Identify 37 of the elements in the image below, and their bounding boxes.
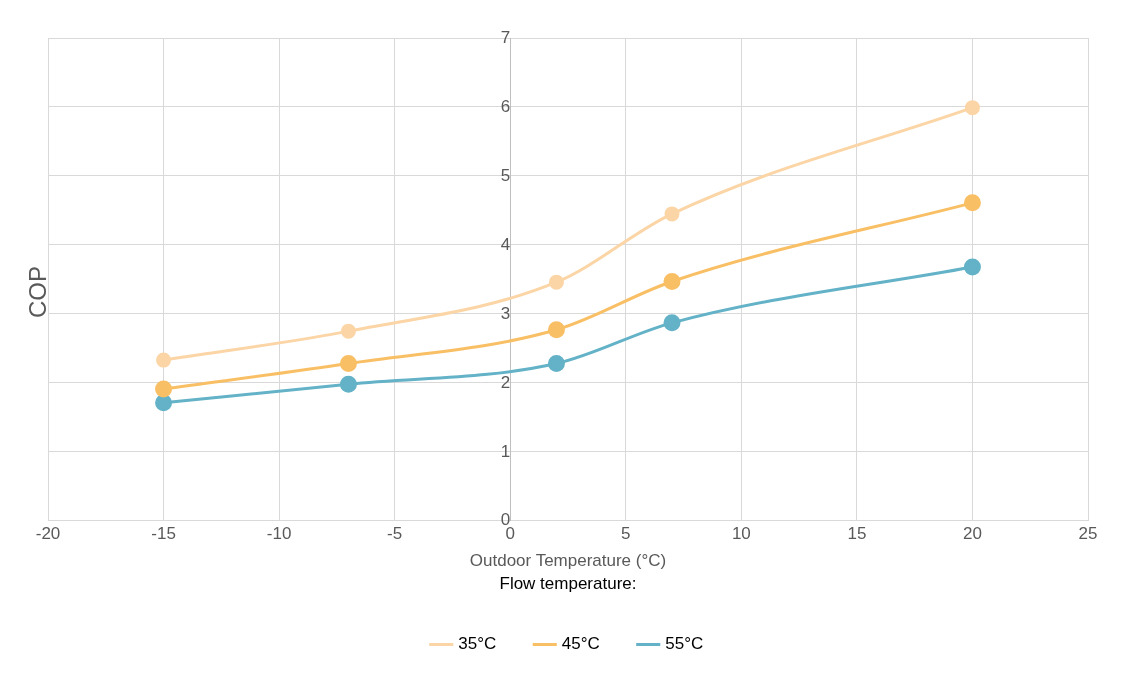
x-tick-label: 25 bbox=[1078, 523, 1098, 543]
legend-label: 35°C bbox=[458, 634, 497, 654]
legend-title: Flow temperature: bbox=[499, 573, 637, 593]
point bbox=[663, 314, 681, 332]
x-tick-label: 20 bbox=[962, 523, 982, 543]
point bbox=[664, 206, 680, 222]
point bbox=[548, 274, 564, 290]
legend-label: 45°C bbox=[561, 634, 600, 654]
x-tick-label: -5 bbox=[387, 523, 403, 543]
point bbox=[340, 323, 356, 339]
x-tick-label: -20 bbox=[35, 523, 61, 543]
point bbox=[155, 394, 173, 412]
point bbox=[963, 258, 981, 276]
y-tick-label: 1 bbox=[500, 441, 511, 461]
point bbox=[156, 352, 172, 368]
point bbox=[155, 380, 173, 398]
x-axis-title: Outdoor Temperature (°C) bbox=[469, 551, 667, 571]
x-tick-label: -10 bbox=[266, 523, 292, 543]
x-tick-label: -15 bbox=[151, 523, 176, 543]
x-tick-label: 10 bbox=[731, 523, 751, 543]
point bbox=[339, 355, 357, 373]
point bbox=[663, 272, 681, 290]
y-tick-label: 4 bbox=[500, 234, 511, 254]
point bbox=[963, 194, 981, 212]
point bbox=[964, 100, 980, 116]
point bbox=[339, 375, 357, 393]
y-axis-title: COP bbox=[24, 265, 52, 320]
y-tick-label: 2 bbox=[500, 372, 511, 392]
x-tick-label: 15 bbox=[847, 523, 867, 543]
y-tick-label: 3 bbox=[500, 303, 511, 323]
legend-label: 55°C bbox=[665, 634, 704, 654]
point bbox=[547, 321, 565, 339]
y-tick-label: 7 bbox=[500, 27, 511, 47]
point bbox=[547, 355, 565, 373]
x-tick-label: 5 bbox=[621, 523, 631, 543]
y-tick-label: 5 bbox=[500, 165, 511, 185]
y-tick-label: 6 bbox=[500, 96, 511, 116]
